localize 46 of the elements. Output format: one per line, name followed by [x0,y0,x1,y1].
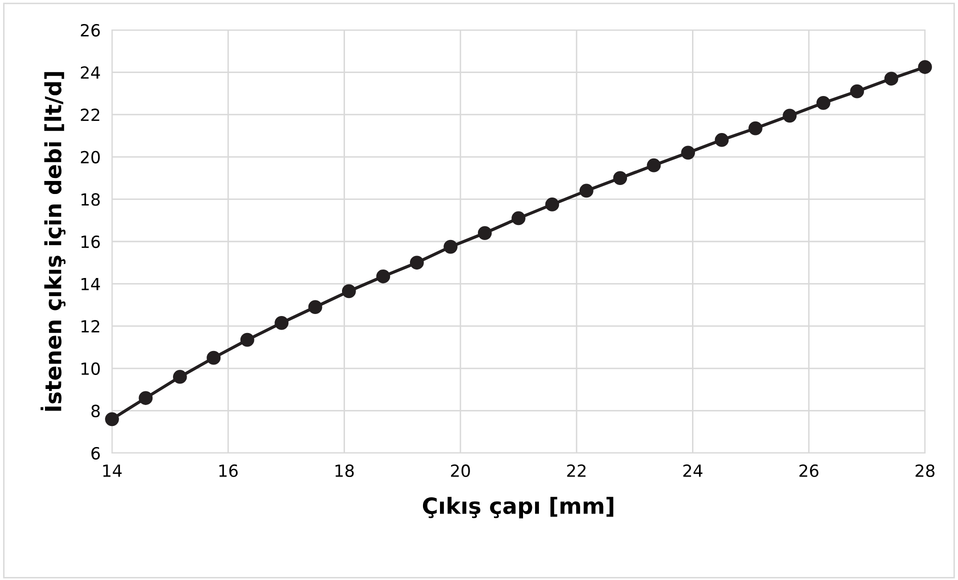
point [512,211,526,226]
x-tick-label: 18 [336,464,354,478]
point [850,84,864,98]
y-tick-label: 10 [82,362,100,375]
point [580,184,594,198]
y-tick-label: 8 [91,404,100,418]
point [782,108,797,123]
x-tick-label: 26 [799,464,818,478]
point [410,256,424,270]
x-tick-label: 28 [916,464,934,478]
point [376,269,390,284]
y-tick-label: 18 [82,193,100,206]
y-tick-label: 26 [80,24,100,37]
point [105,412,119,426]
point [342,284,356,298]
point [918,60,932,74]
point [478,226,492,240]
point [173,370,187,384]
point [613,171,628,185]
y-tick-label: 20 [80,150,100,164]
y-tick-label: 14 [82,278,100,290]
y-tick-label: 22 [80,108,100,121]
point [816,96,830,110]
y-tick-label: 6 [91,446,100,460]
point [714,133,729,147]
y-tick-label: 16 [82,235,100,248]
point [444,240,458,254]
y-tick-label: 12 [82,320,100,332]
point [884,72,898,86]
y-axis-title: İstenen çıkış için debi [lt/d] [40,72,66,411]
point [646,158,661,172]
point [748,121,762,136]
x-tick-label: 14 [103,464,122,477]
x-tick-label: 20 [451,464,470,478]
point [545,198,560,212]
x-tick-label: 16 [219,464,238,478]
point [138,391,153,405]
point [240,332,254,347]
point [308,300,322,314]
x-axis-title: Çıkış çapı [mm] [422,496,614,518]
y-tick-label: 24 [80,66,100,79]
point [274,316,289,330]
point [206,350,221,365]
point [681,146,696,160]
x-tick-label: 22 [567,464,586,477]
x-tick-label: 24 [683,464,702,477]
